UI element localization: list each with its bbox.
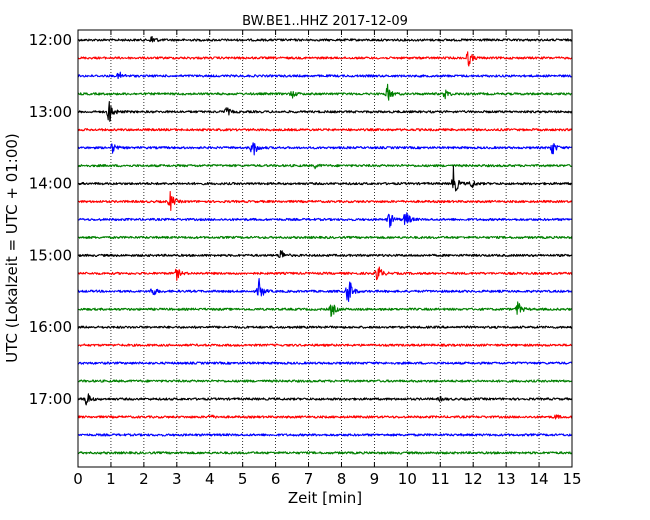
- axis-ticks: 0 1 2 3 4 5 6 7 8 9 10 11 12 13 14 1512:0013:0014:0015:…: [29, 30, 582, 488]
- trace-line: [77, 433, 573, 437]
- trace-line: [77, 451, 573, 455]
- x-tick-label: 6: [271, 470, 281, 488]
- x-tick-label: 1: [106, 470, 116, 488]
- x-tick-label: 2: [139, 470, 149, 488]
- trace-line: [77, 250, 573, 258]
- trace-line: [77, 235, 573, 240]
- trace-line: [77, 51, 573, 67]
- y-tick-label: 17:00: [29, 390, 72, 408]
- x-tick-label: 15: [562, 470, 581, 488]
- trace-line: [77, 83, 573, 101]
- trace-line: [77, 71, 573, 80]
- trace-line: [77, 101, 573, 122]
- y-tick-label: 14:00: [29, 175, 72, 193]
- x-tick-label: 5: [238, 470, 248, 488]
- x-tick-label: 11: [431, 470, 450, 488]
- trace-line: [77, 266, 573, 281]
- chart-title: BW.BE1..HHZ 2017-12-09: [242, 14, 408, 29]
- x-tick-label: 9: [370, 470, 380, 488]
- grid-lines: [110, 30, 540, 467]
- y-tick-label: 12:00: [29, 31, 72, 49]
- x-tick-label: 7: [304, 470, 314, 488]
- x-tick-label: 3: [172, 470, 182, 488]
- trace-line: [77, 163, 573, 170]
- x-tick-label: 4: [205, 470, 215, 488]
- y-tick-label: 13:00: [29, 103, 72, 121]
- x-tick-label: 13: [497, 470, 516, 488]
- y-tick-label: 16:00: [29, 318, 72, 336]
- trace-line: [77, 142, 573, 156]
- trace-line: [77, 277, 573, 303]
- x-tick-label: 14: [530, 470, 549, 488]
- trace-line: [77, 212, 573, 228]
- trace-lines: [77, 35, 573, 455]
- trace-line: [77, 301, 573, 317]
- trace-line: [77, 35, 573, 43]
- x-tick-label: 12: [464, 470, 483, 488]
- x-tick-label: 0: [73, 470, 83, 488]
- trace-line: [77, 325, 573, 329]
- x-axis-label: Zeit [min]: [288, 489, 362, 507]
- trace-line: [77, 190, 573, 212]
- x-tick-label: 8: [337, 470, 347, 488]
- trace-line: [77, 379, 573, 383]
- y-axis-label: UTC (Lokalzeit = UTC + 01:00): [3, 133, 21, 363]
- plot-frame: [77, 29, 573, 468]
- trace-line: [77, 343, 573, 347]
- y-tick-label: 15:00: [29, 246, 72, 264]
- trace-line: [77, 414, 573, 420]
- trace-line: [77, 165, 573, 192]
- trace-line: [77, 361, 573, 365]
- trace-line: [77, 128, 573, 132]
- trace-line: [77, 393, 573, 406]
- x-tick-label: 10: [398, 470, 417, 488]
